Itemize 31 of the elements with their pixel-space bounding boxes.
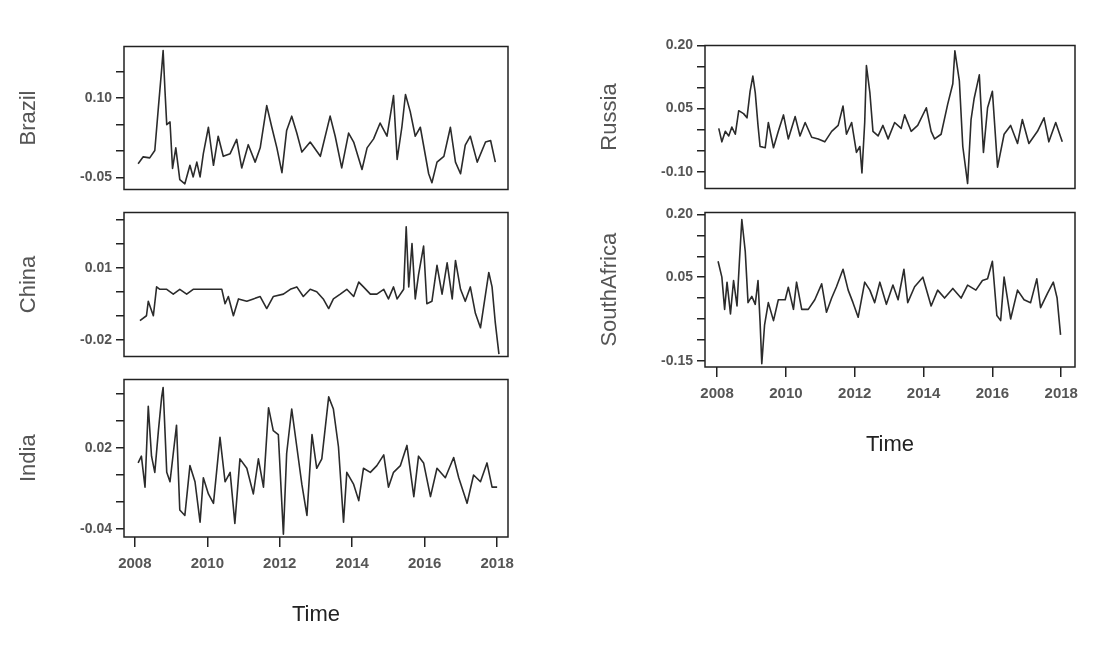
y-axis-title: India: [15, 433, 41, 483]
y-tick-label: 0.05: [665, 268, 694, 285]
x-tick-label: 2016: [975, 384, 1010, 402]
x-tick-label: 2018: [480, 554, 514, 572]
x-tick-label: 2014: [906, 384, 941, 402]
x-tick-label: 2010: [769, 384, 803, 402]
y-tick-label: -0.02: [80, 330, 113, 347]
x-tick-label: 2008: [118, 554, 152, 572]
x-tick-label: 2016: [407, 554, 442, 572]
y-axis-title: SouthAfrica: [596, 232, 622, 347]
y-axis-title: Brazil: [15, 90, 41, 146]
y-axis-title: Russia: [596, 82, 622, 151]
y-axis-title: China: [15, 255, 41, 314]
y-tick-label: 0.02: [84, 438, 113, 455]
x-tick-label: 2012: [838, 384, 872, 402]
x-tick-label: 2012: [263, 554, 297, 572]
y-tick-label: 0.05: [665, 99, 694, 116]
y-tick-label: -0.15: [661, 351, 694, 368]
y-tick-label: -0.04: [80, 519, 113, 536]
x-tick-label: 2008: [700, 384, 734, 402]
x-tick-label: 2010: [190, 554, 225, 572]
y-tick-label: 0.01: [84, 258, 113, 275]
y-tick-label: -0.10: [661, 162, 694, 179]
y-tick-label: 0.20: [665, 205, 694, 222]
y-tick-label: 0.10: [84, 89, 113, 106]
y-tick-label: -0.05: [80, 168, 113, 185]
x-axis-title: Time: [865, 430, 915, 456]
x-tick-label: 2018: [1044, 384, 1078, 402]
x-axis-title: Time: [291, 600, 341, 626]
y-tick-label: 0.20: [665, 36, 694, 53]
x-tick-label: 2014: [335, 554, 370, 572]
